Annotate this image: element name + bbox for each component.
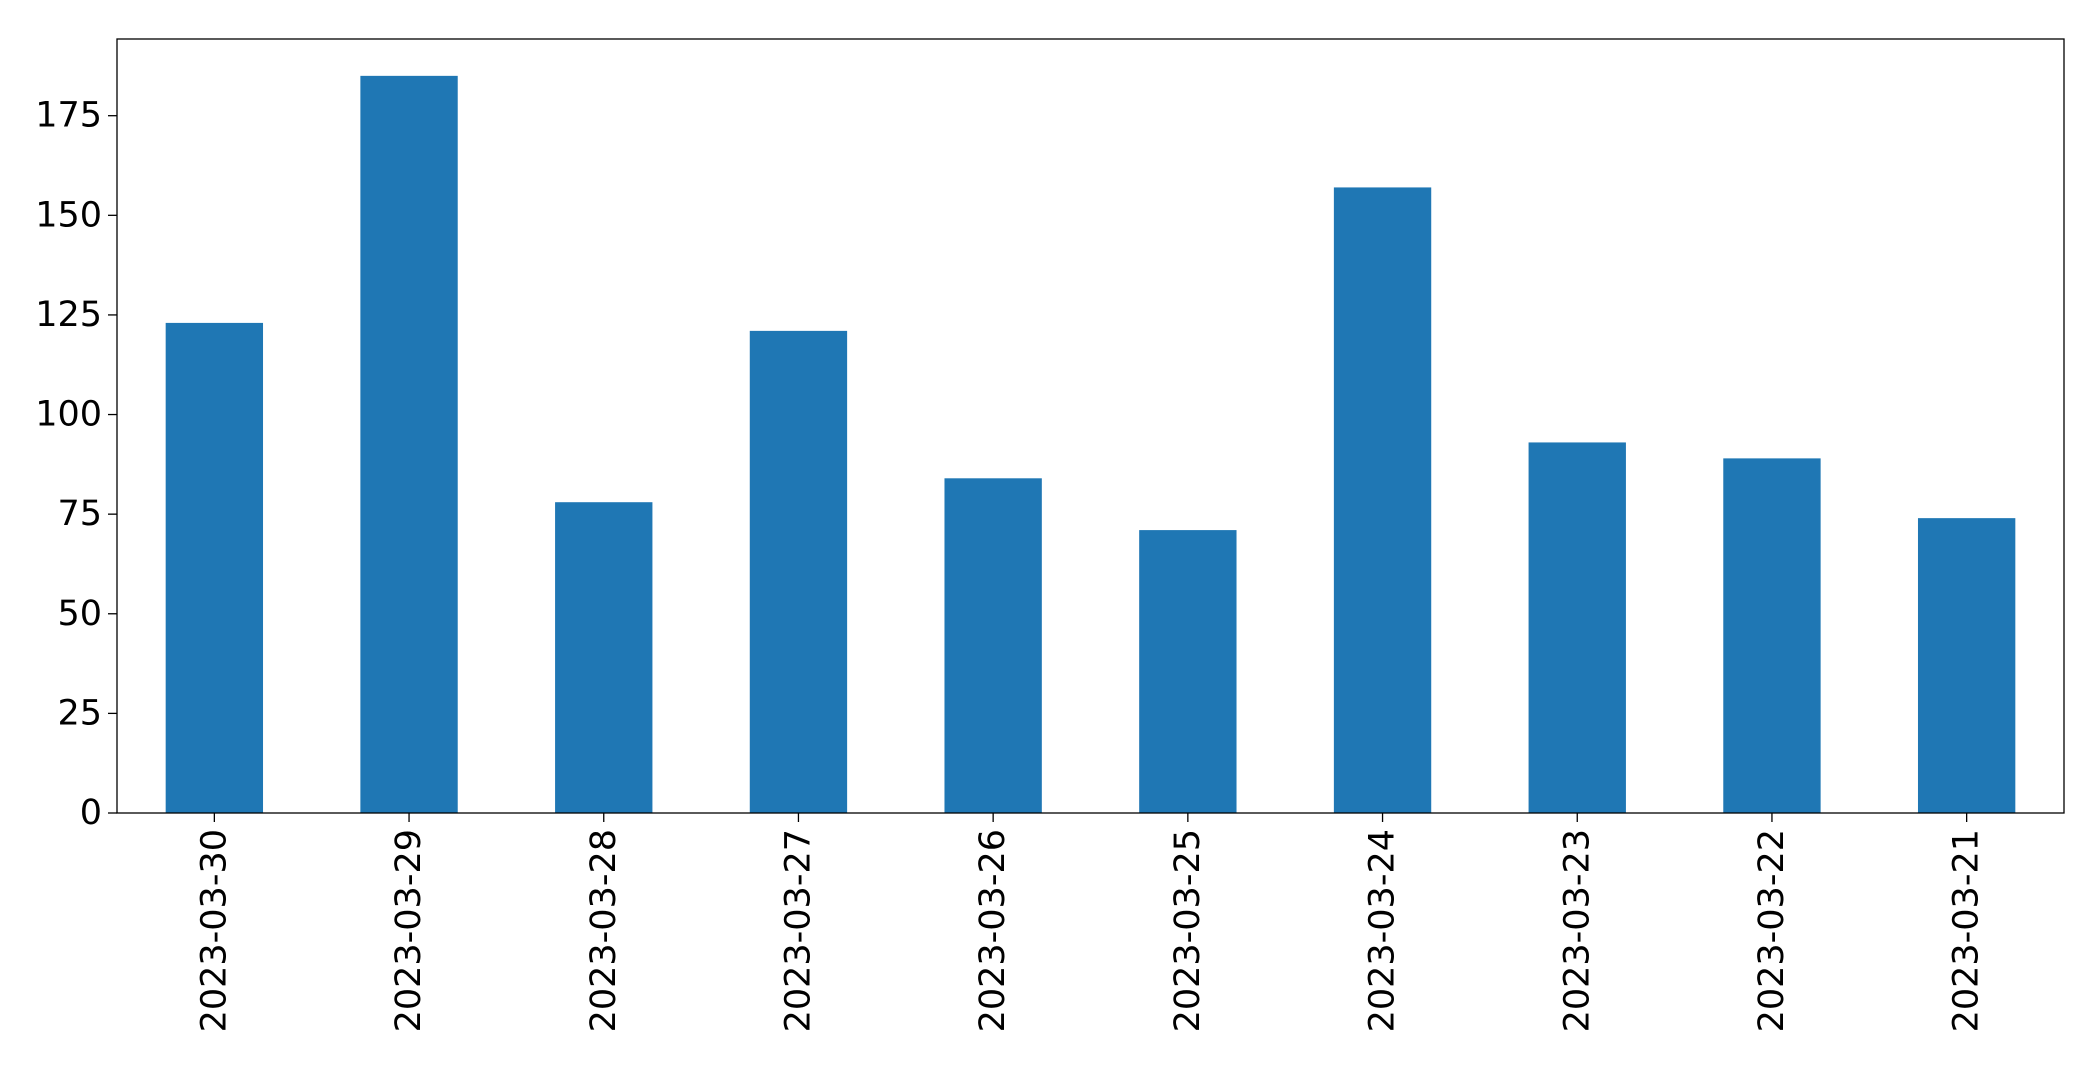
x-tick-label: 2023-03-25 — [1168, 829, 1208, 1032]
y-tick-label: 100 — [35, 395, 102, 435]
bar — [555, 502, 653, 813]
y-tick-label: 0 — [80, 793, 102, 833]
y-tick-label: 175 — [35, 96, 102, 136]
bar — [749, 330, 848, 813]
bar — [1723, 458, 1821, 813]
bar — [944, 478, 1042, 813]
y-tick-label: 150 — [35, 195, 102, 235]
x-tick-label: 2023-03-27 — [778, 829, 818, 1032]
y-tick-label: 25 — [57, 693, 102, 733]
x-tick-label: 2023-03-29 — [389, 829, 429, 1032]
bar — [360, 75, 458, 814]
bar — [1333, 187, 1432, 814]
y-tick-label: 125 — [35, 295, 102, 335]
y-tick-label: 75 — [57, 494, 102, 534]
bar — [165, 322, 264, 813]
x-tick-label: 2023-03-23 — [1557, 829, 1597, 1032]
bar — [1528, 442, 1626, 813]
plot-frame — [116, 38, 2065, 814]
x-tick-label: 2023-03-30 — [194, 829, 234, 1032]
bar — [1139, 530, 1237, 813]
x-tick-label: 2023-03-24 — [1363, 829, 1403, 1032]
bar — [1917, 518, 2016, 813]
y-tick-label: 50 — [57, 594, 102, 634]
x-tick-label: 2023-03-28 — [584, 829, 624, 1032]
x-tick-label: 2023-03-21 — [1947, 829, 1987, 1032]
x-tick-label: 2023-03-26 — [973, 829, 1013, 1032]
x-tick-label: 2023-03-22 — [1752, 829, 1792, 1032]
